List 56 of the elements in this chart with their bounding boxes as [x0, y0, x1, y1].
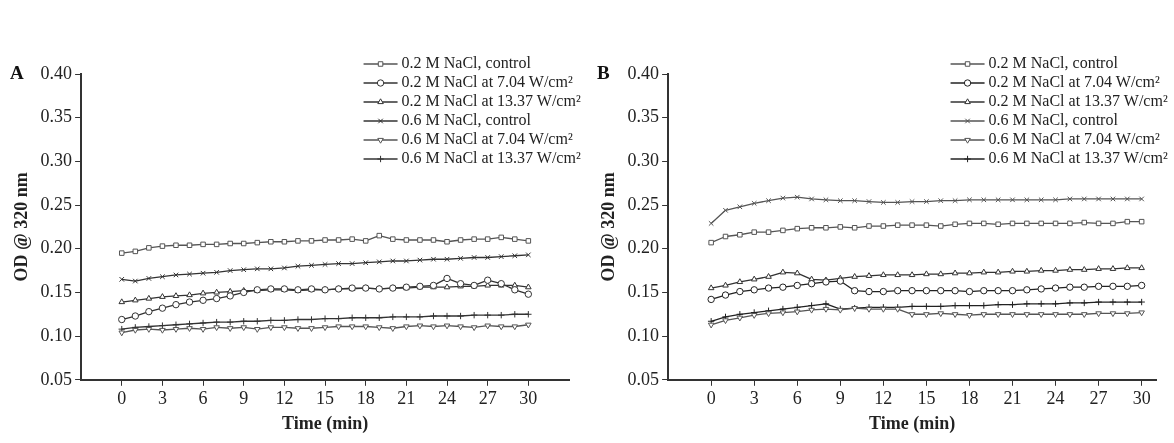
- y-axis-title: OD @ 320 nm: [11, 172, 32, 282]
- chart-title: A: [10, 61, 24, 83]
- legend-label: 0.2 M NaCl at 7.04 W/cm²: [401, 73, 573, 91]
- legend-label: 0.2 M NaCl at 13.37 W/cm²: [988, 92, 1168, 110]
- y-tick-label: 0.15: [40, 281, 73, 302]
- y-tick-label: 0.40: [40, 62, 73, 83]
- x-axis-title: Time (min): [281, 412, 369, 434]
- x-tick-label: 21: [1003, 388, 1022, 409]
- x-tick-label: 0: [117, 388, 127, 409]
- x-tick-label: 18: [960, 388, 979, 409]
- legend-label: 0.6 M NaCl at 13.37 W/cm²: [988, 149, 1168, 167]
- x-tick-label: 9: [239, 388, 249, 409]
- x-tick-label: 24: [438, 388, 457, 409]
- y-tick-label: 0.25: [627, 193, 660, 214]
- y-tick-label: 0.20: [627, 237, 660, 258]
- x-tick-label: 6: [792, 388, 802, 409]
- chart-title: B: [597, 61, 610, 83]
- legend-label: 0.6 M NaCl, control: [988, 111, 1119, 129]
- y-tick-label: 0.20: [40, 237, 73, 258]
- y-axis-title: OD @ 320 nm: [598, 172, 619, 282]
- legend-label: 0.2 M NaCl at 13.37 W/cm²: [401, 92, 581, 110]
- legend-label: 0.6 M NaCl at 7.04 W/cm²: [401, 130, 573, 148]
- legend-label: 0.2 M NaCl at 7.04 W/cm²: [988, 73, 1160, 91]
- legend-label: 0.2 M NaCl, control: [988, 54, 1119, 72]
- x-axis-title: Time (min): [868, 412, 956, 434]
- x-tick-label: 15: [316, 388, 335, 409]
- x-tick-label: 21: [397, 388, 416, 409]
- legend-label: 0.2 M NaCl, control: [401, 54, 532, 72]
- x-tick-label: 12: [874, 388, 893, 409]
- x-tick-label: 15: [917, 388, 936, 409]
- legend-label: 0.6 M NaCl at 13.37 W/cm²: [401, 149, 581, 167]
- legend-label: 0.6 M NaCl, control: [401, 111, 532, 129]
- x-tick-label: 27: [478, 388, 497, 409]
- y-tick-label: 0.05: [40, 368, 73, 389]
- x-tick-label: 3: [749, 388, 759, 409]
- x-tick-label: 24: [1046, 388, 1065, 409]
- x-tick-label: 0: [706, 388, 716, 409]
- x-tick-label: 27: [1089, 388, 1108, 409]
- x-tick-label: 12: [275, 388, 294, 409]
- x-tick-label: 18: [356, 388, 375, 409]
- legend-label: 0.6 M NaCl at 7.04 W/cm²: [988, 130, 1160, 148]
- y-tick-label: 0.40: [627, 62, 660, 83]
- y-tick-label: 0.30: [40, 150, 73, 171]
- y-tick-label: 0.15: [627, 281, 660, 302]
- y-tick-label: 0.10: [40, 324, 73, 345]
- x-tick-label: 30: [1132, 388, 1151, 409]
- x-tick-label: 9: [835, 388, 845, 409]
- y-tick-label: 0.10: [627, 324, 660, 345]
- y-tick-label: 0.25: [40, 193, 73, 214]
- x-tick-label: 3: [157, 388, 167, 409]
- y-tick-label: 0.35: [40, 106, 73, 127]
- x-tick-label: 30: [519, 388, 538, 409]
- x-tick-label: 6: [198, 388, 208, 409]
- y-tick-label: 0.30: [627, 150, 660, 171]
- y-tick-label: 0.35: [627, 106, 660, 127]
- y-tick-label: 0.05: [627, 368, 660, 389]
